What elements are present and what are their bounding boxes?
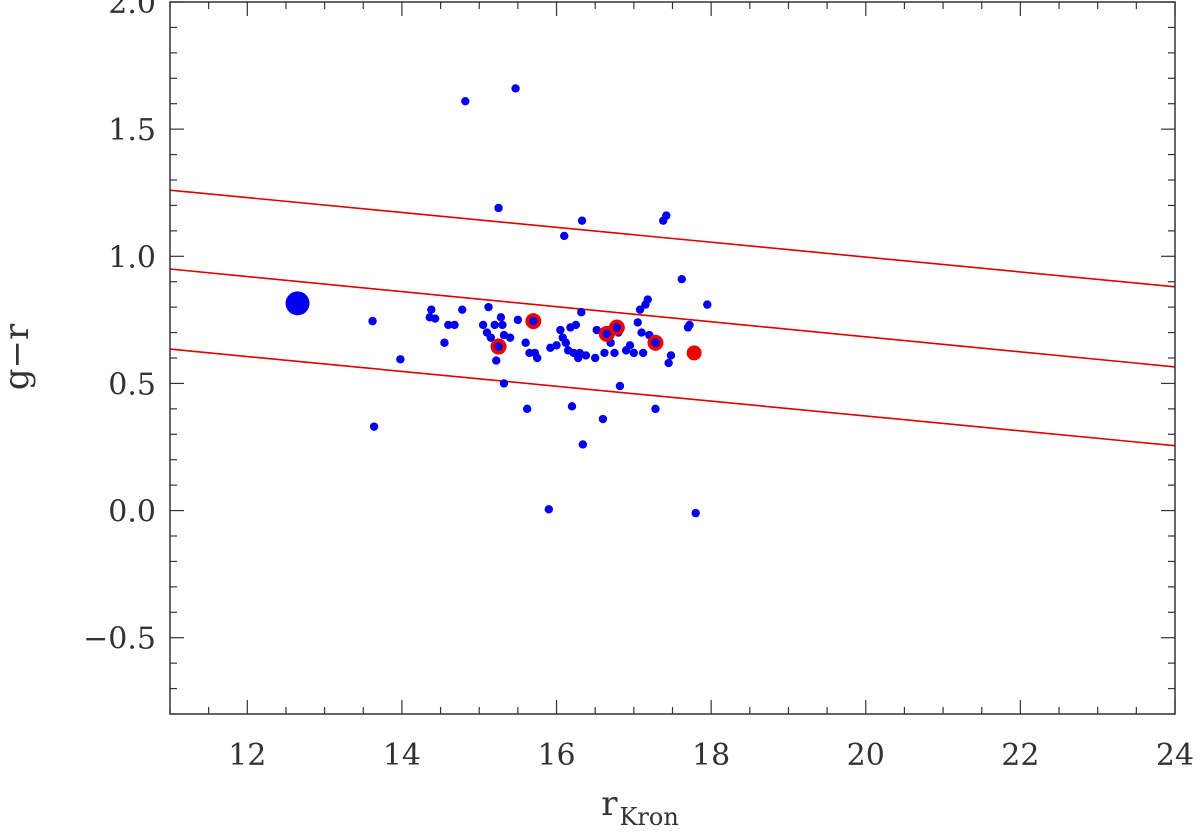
highlighted-point-center <box>529 316 538 326</box>
data-points <box>285 84 712 518</box>
data-point <box>685 320 694 330</box>
data-point <box>615 381 625 391</box>
data-point <box>598 414 608 424</box>
data-point <box>571 320 581 330</box>
data-point <box>478 320 488 330</box>
data-point <box>396 355 405 364</box>
data-point <box>633 318 642 327</box>
y-tick-label: −0.5 <box>83 622 156 657</box>
data-point <box>590 353 600 363</box>
data-point <box>461 96 470 106</box>
data-point <box>533 353 542 363</box>
x-axis-label-main: r <box>601 784 618 824</box>
data-point <box>625 341 635 350</box>
data-point <box>496 313 506 322</box>
reference-line-3 <box>169 348 1176 447</box>
axes <box>169 1 1176 715</box>
reference-line-1 <box>169 189 1176 288</box>
y-tick-label: 0.5 <box>108 367 156 402</box>
x-tick-label: 14 <box>383 738 421 773</box>
data-point <box>430 314 440 323</box>
reference-lines <box>169 189 1176 447</box>
data-point <box>643 295 652 304</box>
y-tick-label: 0.0 <box>108 495 156 530</box>
highlighted-point-center <box>494 342 503 351</box>
data-point <box>567 402 577 411</box>
large-data-point <box>285 291 310 316</box>
y-tick-label: 2.0 <box>108 0 156 21</box>
data-point <box>578 440 588 449</box>
highlighted-point-center <box>651 338 660 347</box>
highlighted-point-center <box>602 329 611 339</box>
x-axis-label-subscript: Kron <box>619 803 678 831</box>
data-point <box>505 333 515 342</box>
x-tick-label: 16 <box>537 738 575 773</box>
data-point <box>581 351 591 360</box>
y-tick-label: 1.0 <box>108 240 156 275</box>
data-point <box>691 508 700 518</box>
solid-red-point <box>686 345 702 361</box>
x-tick-label: 20 <box>847 738 885 773</box>
data-point <box>635 305 645 314</box>
data-point <box>610 348 619 358</box>
data-point <box>664 358 673 368</box>
x-tick-label: 18 <box>692 738 730 773</box>
data-point <box>662 211 671 220</box>
x-tick-label: 24 <box>1156 738 1194 773</box>
y-tick-label: 1.5 <box>108 113 156 148</box>
tick-labels: 12 14 16 18 20 22 24 −0.5 0.0 0.5 1.0 1.5 2.0 <box>83 0 1194 773</box>
data-point <box>440 338 449 347</box>
data-point <box>552 341 561 350</box>
data-point <box>494 203 503 213</box>
data-point <box>637 328 646 337</box>
data-point <box>498 320 507 330</box>
data-point <box>444 320 453 330</box>
data-point <box>490 320 499 330</box>
data-point <box>368 316 377 326</box>
data-point <box>369 422 379 431</box>
data-point <box>600 348 609 358</box>
data-point <box>544 505 554 514</box>
highlighted-point-center <box>612 323 622 332</box>
data-point <box>486 333 496 342</box>
data-point <box>458 305 467 314</box>
reference-line-2 <box>169 268 1176 368</box>
data-point <box>592 325 601 335</box>
data-point <box>484 302 493 312</box>
data-point <box>556 325 565 335</box>
data-point <box>427 305 436 314</box>
data-point <box>677 274 686 284</box>
x-axis-label: rKron <box>601 784 679 831</box>
data-point <box>450 320 459 330</box>
data-point <box>521 338 530 347</box>
data-point <box>561 338 571 347</box>
x-tick-label: 22 <box>1001 738 1039 773</box>
data-point <box>577 216 587 225</box>
x-tick-label: 12 <box>228 738 266 773</box>
data-point <box>638 348 648 358</box>
data-point <box>522 404 532 414</box>
data-point <box>703 300 712 309</box>
data-point <box>492 356 501 365</box>
data-point <box>560 231 569 241</box>
data-point <box>577 308 586 317</box>
data-point <box>513 315 523 325</box>
data-point <box>666 351 676 360</box>
data-point <box>511 84 520 93</box>
data-point <box>629 348 639 358</box>
y-axis-label: g−r <box>0 323 37 390</box>
data-point <box>651 404 660 414</box>
data-point <box>499 379 509 388</box>
